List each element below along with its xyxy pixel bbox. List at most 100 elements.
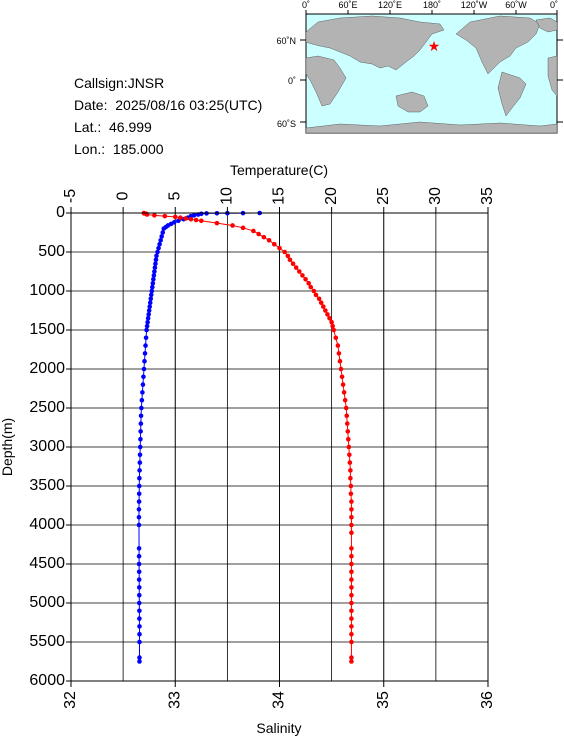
salinity-point-21 [282, 249, 288, 255]
salinity-point-28 [303, 277, 308, 282]
temperature-point-78 [137, 624, 142, 629]
temperature-tick-label-4: 15 [271, 187, 288, 205]
salinity-point-79 [349, 631, 354, 637]
salinity-point-41 [331, 327, 337, 333]
salinity-point-31 [311, 288, 317, 294]
temperature-point-23 [154, 253, 159, 259]
salinity-point-9 [188, 216, 194, 222]
map-lon-label-5: 60˚W [505, 0, 527, 10]
temperature-point-65 [136, 507, 142, 512]
salinity-point-64 [349, 507, 354, 512]
salinity-point-16 [256, 231, 261, 237]
salinity-point-58 [347, 460, 353, 465]
map-lon-label-6: 0˚ [550, 0, 558, 10]
salinity-point-56 [346, 444, 352, 450]
map-lon-label-1: 60˚E [338, 0, 357, 10]
depth-tick-label-9: 4500 [29, 555, 65, 572]
temperature-ticks: -5 0 5 10 15 20 25 30 35 [62, 187, 496, 213]
temperature-point-24 [153, 257, 159, 263]
salinity-point-51 [343, 405, 349, 411]
salinity-point-46 [338, 366, 344, 372]
salinity-point-32 [313, 292, 319, 298]
temperature-point-36 [147, 304, 153, 309]
salinity-point-40 [330, 323, 335, 329]
chart-grid [70, 212, 489, 682]
temperature-point-43 [143, 335, 149, 341]
salinity-point-36 [323, 308, 328, 313]
salinity-point-44 [336, 351, 342, 356]
salinity-point-59 [348, 468, 353, 473]
map-land-south-america [497, 71, 527, 117]
salinity-point-7 [178, 215, 183, 220]
temperature-point-62 [136, 483, 142, 489]
salinity-point-23 [287, 257, 293, 263]
depth-tick-label-7: 3500 [29, 477, 65, 494]
map-land-greenland [535, 17, 558, 33]
temperature-tick-label-5: 20 [323, 187, 340, 205]
salinity-point-75 [349, 600, 354, 606]
salinity-tick-label-0: 32 [62, 691, 79, 709]
temperature-point-67 [136, 522, 142, 528]
temperature-point-25 [153, 261, 158, 267]
temperature-point-21 [156, 245, 161, 251]
map-lat-label-0: 60˚N [276, 36, 296, 46]
salinity-point-17 [261, 234, 267, 240]
depth-tick-label-6: 3000 [29, 438, 65, 455]
salinity-point-54 [345, 429, 351, 434]
salinity-point-42 [333, 335, 339, 341]
salinity-point-67 [349, 530, 354, 536]
salinity-axis-title: Salinity [256, 720, 301, 736]
salinity-point-27 [300, 273, 305, 278]
salinity-point-71 [349, 569, 354, 575]
temperature-point-60 [137, 468, 142, 473]
temperature-point-79 [137, 631, 142, 637]
temperature-point-63 [136, 491, 142, 497]
temperature-point-68 [136, 546, 142, 551]
temperature-point-47 [141, 366, 147, 372]
depth-tick-label-5: 2500 [29, 399, 65, 416]
salinity-point-20 [277, 245, 282, 251]
temperature-point-40 [145, 319, 150, 325]
temperature-point-37 [146, 308, 152, 313]
salinity-point-57 [347, 452, 352, 458]
temperature-point-30 [150, 280, 156, 286]
depth-tick-label-3: 1500 [29, 321, 65, 338]
temperature-tick-label-6: 25 [375, 187, 392, 205]
salinity-point-53 [344, 421, 350, 426]
salinity-point-63 [349, 499, 354, 504]
temperature-point-73 [136, 585, 142, 590]
salinity-point-60 [348, 475, 353, 481]
temperature-point-81 [137, 655, 142, 660]
salinity-point-26 [297, 269, 302, 274]
temperature-point-75 [136, 600, 142, 606]
temperature-point-34 [148, 296, 154, 302]
temperature-point-52 [139, 405, 144, 411]
temperature-point-74 [136, 592, 142, 598]
salinity-point-19 [271, 241, 277, 247]
temperature-point-41 [144, 323, 150, 329]
temperature-point-66 [136, 514, 142, 520]
map-land-americas [455, 15, 541, 75]
temperature-point-39 [145, 316, 151, 321]
series-points [136, 210, 354, 664]
salinity-point-48 [340, 382, 346, 387]
depth-tick-label-11: 5500 [29, 633, 65, 650]
salinity-tick-label-1: 33 [166, 691, 183, 709]
temperature-point-18 [159, 234, 164, 239]
salinity-point-15 [251, 228, 256, 234]
salinity-point-14 [240, 225, 246, 231]
depth-tick-label-0: 0 [56, 204, 65, 221]
temperature-point-35 [147, 300, 153, 306]
temperature-point-49 [140, 382, 146, 387]
latitude-text: Lat.: 46.999 [74, 119, 152, 135]
temperature-point-58 [137, 452, 143, 458]
temperature-tick-label-2: 5 [166, 191, 183, 200]
temperature-point-16 [161, 226, 167, 231]
map-land-europe-asia [305, 15, 445, 71]
temperature-point-72 [136, 577, 142, 582]
temperature-tick-label-7: 30 [427, 187, 444, 205]
salinity-point-33 [316, 296, 322, 302]
salinity-ticks: 32 33 34 35 36 [62, 681, 496, 709]
temperature-tick-label-8: 35 [479, 187, 496, 205]
